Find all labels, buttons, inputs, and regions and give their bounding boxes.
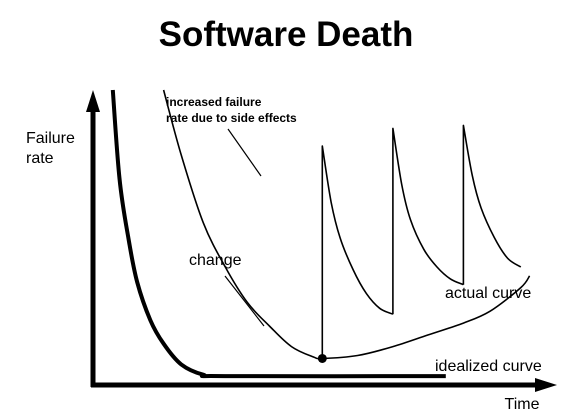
y-axis-label-line-1: Failure bbox=[26, 130, 75, 147]
change-point-marker bbox=[317, 353, 327, 363]
actual-curve-label: actual curve bbox=[445, 285, 531, 302]
idealized-curve-label: idealized curve bbox=[435, 358, 542, 375]
change-leader-line bbox=[224, 275, 265, 327]
x-axis-label: Time bbox=[505, 396, 540, 413]
series-side-effect-spike-2 bbox=[392, 127, 464, 315]
y-axis-arrowhead bbox=[86, 90, 100, 112]
series-idealized-curve bbox=[110, 89, 446, 379]
side-effects-annotation-line-2: rate due to side effects bbox=[166, 111, 297, 125]
series-side-effect-spike-1 bbox=[321, 145, 394, 359]
y-axis-label-line-2: rate bbox=[26, 150, 54, 167]
side-effects-annotation-line-1: increased failure bbox=[166, 95, 262, 109]
series-side-effect-spike-3 bbox=[462, 124, 522, 285]
x-axis-arrowhead bbox=[535, 378, 557, 392]
series-layer bbox=[110, 89, 531, 379]
chart-title: Software Death bbox=[159, 15, 414, 54]
series-actual-curve bbox=[162, 89, 531, 360]
change-annotation: change bbox=[189, 252, 242, 269]
side-effects-leader-line bbox=[227, 128, 262, 177]
y-axis-label: Failure rate bbox=[26, 130, 79, 167]
side-effects-annotation: increased failure rate due to side effec… bbox=[166, 95, 297, 125]
